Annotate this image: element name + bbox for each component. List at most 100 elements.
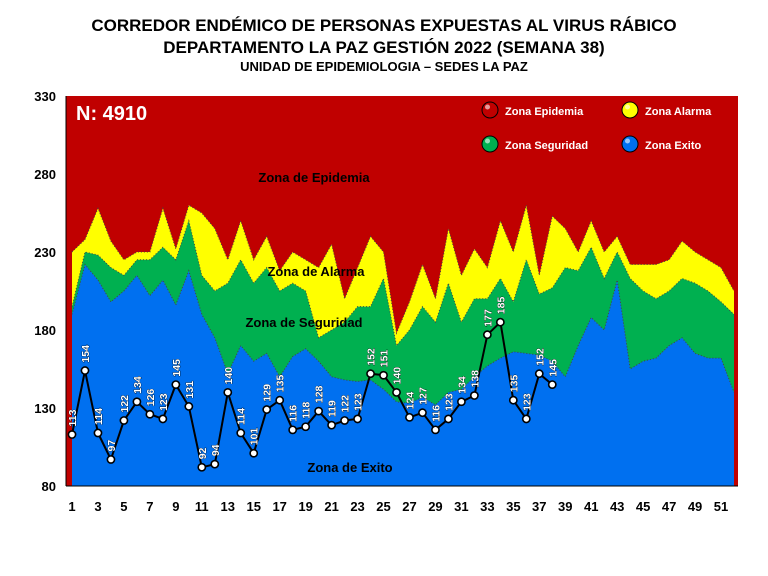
data-label: 152 [534, 348, 546, 366]
data-point [534, 369, 544, 379]
x-tick-label: 23 [350, 499, 364, 514]
x-tick-label: 45 [636, 499, 650, 514]
chart-title-line-2: DEPARTAMENTO LA PAZ GESTIÓN 2022 (SEMANA… [163, 38, 605, 57]
x-tick-label: 17 [272, 499, 286, 514]
data-point [262, 405, 272, 414]
data-label: 97 [106, 440, 118, 452]
legend-label: Zona Alarma [645, 106, 712, 118]
data-point [236, 428, 246, 438]
data-label: 123 [158, 393, 170, 411]
legend-label: Zona Seguridad [505, 140, 588, 152]
x-tick-label: 3 [94, 499, 101, 514]
data-label: 127 [417, 387, 429, 405]
data-point [444, 414, 453, 424]
y-tick-label: 180 [34, 323, 56, 338]
x-tick-label: 15 [246, 499, 260, 514]
data-point [327, 420, 337, 430]
legend-marker [481, 101, 499, 119]
data-point [431, 425, 440, 435]
data-label: 185 [495, 297, 507, 315]
y-tick-label: 280 [34, 167, 56, 182]
x-tick-label: 13 [221, 499, 235, 514]
data-label: 101 [249, 428, 261, 446]
data-label: 145 [171, 359, 183, 377]
x-tick-label: 39 [558, 499, 572, 514]
x-tick-label: 5 [120, 499, 127, 514]
data-point [457, 397, 466, 407]
x-tick-label: 51 [714, 499, 728, 514]
data-point [366, 369, 375, 379]
chart-title-line-1: CORREDOR ENDÉMICO DE PERSONAS EXPUESTAS … [91, 16, 677, 35]
zone-seguridad-label: Zona de Seguridad [245, 315, 362, 330]
x-tick-label: 43 [610, 499, 624, 514]
data-label: 122 [119, 395, 131, 413]
data-label: 140 [392, 367, 404, 385]
data-label: 122 [340, 395, 352, 413]
x-tick-label: 37 [532, 499, 546, 514]
data-point [119, 416, 129, 425]
data-point [67, 430, 77, 439]
legend-marker [621, 135, 639, 153]
data-label: 151 [379, 350, 391, 368]
data-point [469, 391, 479, 400]
legend-marker [481, 135, 499, 153]
x-tick-label: 25 [376, 499, 390, 514]
alarma-boundary [71, 204, 735, 335]
legend-marker [621, 101, 639, 119]
x-tick-label: 41 [584, 499, 598, 514]
data-point [392, 387, 401, 397]
data-label: 126 [145, 389, 157, 407]
data-label: 128 [314, 385, 326, 403]
data-point [80, 366, 90, 375]
data-label: 145 [547, 359, 559, 377]
y-tick-label: 230 [34, 245, 56, 260]
seguridad-boundary [71, 218, 735, 347]
data-point [158, 414, 168, 424]
data-point [223, 387, 233, 397]
data-point [314, 406, 324, 416]
x-tick-label: 7 [146, 499, 153, 514]
data-label: 123 [443, 393, 455, 411]
data-point [275, 395, 285, 405]
zone-epidemia-label: Zona de Epidemia [258, 170, 370, 185]
data-label: 129 [262, 384, 274, 402]
data-point [288, 425, 298, 435]
data-label: 154 [80, 345, 92, 363]
x-tick-label: 27 [402, 499, 416, 514]
data-point [106, 455, 116, 464]
data-label: 135 [275, 375, 287, 393]
x-tick-label: 49 [688, 499, 702, 514]
data-label: 135 [508, 375, 520, 393]
x-tick-label: 11 [195, 499, 209, 514]
data-label: 116 [430, 405, 442, 422]
data-label: 114 [236, 408, 248, 425]
data-label: 177 [482, 309, 494, 327]
data-point [197, 462, 207, 472]
data-label: 152 [366, 348, 378, 366]
exito-boundary [71, 263, 735, 406]
data-point [405, 412, 414, 422]
data-label: 119 [327, 400, 339, 417]
x-tick-label: 29 [428, 499, 442, 514]
zone-exito-label: Zona de Exito [307, 460, 392, 475]
data-point [145, 409, 155, 419]
data-point [353, 414, 362, 424]
y-tick-label: 330 [34, 89, 56, 104]
data-label: 134 [456, 376, 468, 394]
legend-marker-highlight [485, 104, 490, 110]
zone-alarma-label: Zona de Alarma [267, 264, 365, 279]
data-label: 138 [469, 370, 481, 388]
data-label: 140 [223, 367, 235, 385]
legend-marker-highlight [625, 104, 630, 110]
data-point [249, 448, 259, 458]
legend-label: Zona Exito [645, 140, 702, 152]
data-point [184, 402, 194, 411]
y-tick-label: 130 [34, 401, 56, 416]
data-point [508, 395, 518, 405]
x-tick-label: 33 [480, 499, 494, 514]
data-point [482, 330, 492, 340]
n-total-label: N: 4910 [76, 103, 147, 125]
data-label: 131 [184, 381, 196, 399]
legend-marker-highlight [625, 138, 630, 144]
